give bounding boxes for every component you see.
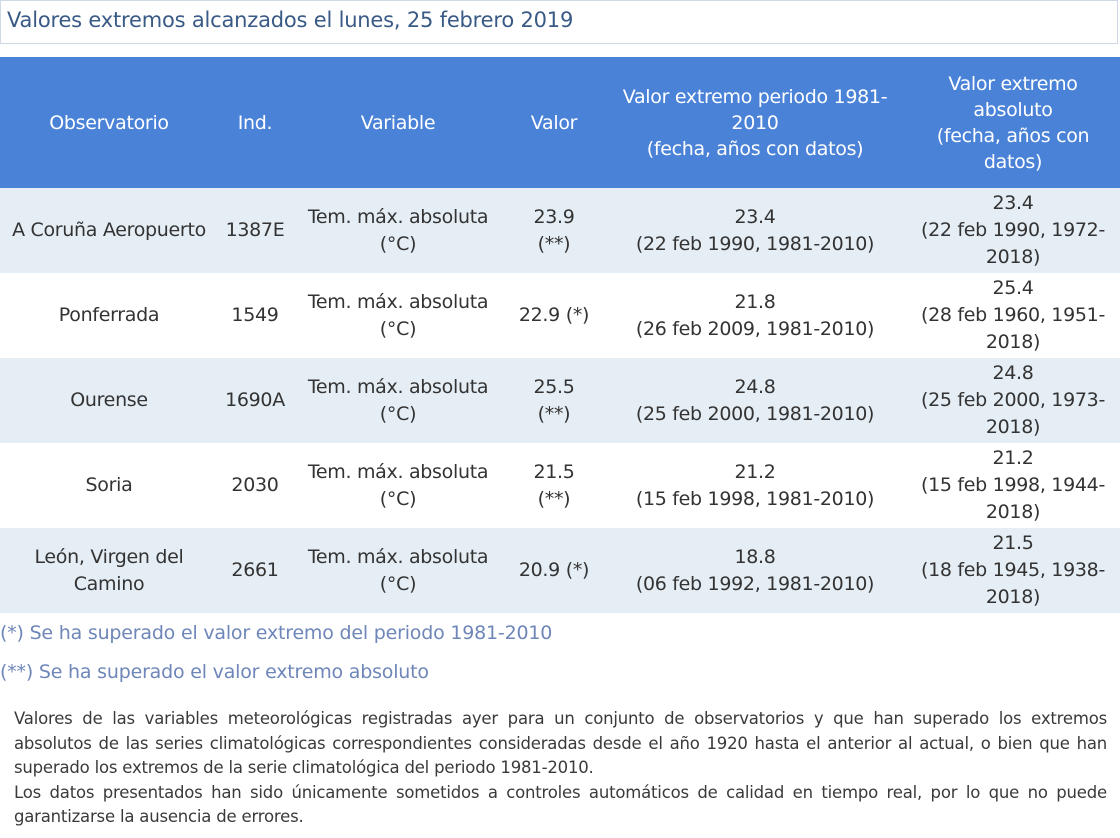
cell-text-line: (25 feb 2000, 1973-	[920, 389, 1106, 411]
cell-text-line: (**)	[537, 402, 571, 425]
cell-text-line: Tem. máx. absoluta	[307, 375, 489, 398]
cell-text-line: 24.8	[992, 362, 1034, 384]
cell-text-line: A Coruña Aeropuerto	[12, 219, 206, 241]
cell-valor: 20.9 (*)	[504, 528, 604, 613]
cell-observatorio: Soria	[0, 443, 218, 528]
cell-ind: 1690A	[218, 358, 292, 443]
cell-extremo-periodo: 18.8 (06 feb 1992, 1981-2010)	[604, 528, 906, 613]
cell-text-line: Tem. máx. absoluta	[307, 205, 489, 228]
cell-extremo-periodo: 21.8 (26 feb 2009, 1981-2010)	[604, 273, 906, 358]
table-row: Soria 2030 Tem. máx. absoluta (°C) 21.5 (**) 2…	[0, 443, 1120, 528]
cell-text-line: (06 feb 1992, 1981-2010)	[635, 572, 875, 595]
cell-text-line: 23.4	[992, 192, 1034, 214]
cell-variable: Tem. máx. absoluta (°C)	[292, 443, 504, 528]
table-row: León, Virgen del Camino 2661 Tem. máx. abso…	[0, 528, 1120, 613]
cell-extremo-absoluto: 21.2 (15 feb 1998, 1944- 2018)	[906, 443, 1120, 528]
cell-text-line: 24.8	[734, 375, 776, 398]
footnote-double-asterisk: (**) Se ha superado el valor extremo abs…	[0, 661, 429, 683]
cell-text-line: (°C)	[379, 487, 417, 510]
cell-text-line: Ourense	[70, 389, 148, 411]
cell-observatorio: A Coruña Aeropuerto	[0, 188, 218, 273]
footnote-single-asterisk: (*) Se ha superado el valor extremo del …	[0, 622, 553, 644]
cell-text-line: (15 feb 1998, 1944-	[920, 474, 1106, 496]
cell-extremo-periodo: 21.2 (15 feb 1998, 1981-2010)	[604, 443, 906, 528]
cell-extremo-periodo: 23.4 (22 feb 1990, 1981-2010)	[604, 188, 906, 273]
cell-extremo-absoluto: 23.4 (22 feb 1990, 1972- 2018)	[906, 188, 1120, 273]
cell-valor: 23.9 (**)	[504, 188, 604, 273]
header-observatorio: Observatorio	[0, 57, 218, 188]
cell-extremo-absoluto: 25.4 (28 feb 1960, 1951- 2018)	[906, 273, 1120, 358]
cell-ind: 1549	[218, 273, 292, 358]
page-header: Valores extremos alcanzados el lunes, 25…	[0, 0, 1118, 44]
cell-text-line: Ponferrada	[58, 304, 160, 326]
table-header-row: Observatorio Ind. Variable Valor Valor e…	[0, 57, 1120, 188]
cell-text-line: 21.8	[734, 290, 776, 313]
cell-text-line: (25 feb 2000, 1981-2010)	[635, 402, 875, 425]
description-paragraph: Valores de las variables meteorológicas …	[14, 709, 1107, 777]
header-ind: Ind.	[218, 57, 292, 188]
cell-text-line: (28 feb 1960, 1951-	[920, 304, 1106, 326]
cell-text-line: Tem. máx. absoluta	[307, 460, 489, 483]
cell-text-line: 23.9	[533, 205, 575, 228]
page-title: Valores extremos alcanzados el lunes, 25…	[7, 8, 574, 32]
cell-text-line: (22 feb 1990, 1981-2010)	[635, 232, 875, 255]
cell-observatorio: Ponferrada	[0, 273, 218, 358]
cell-observatorio: León, Virgen del Camino	[0, 528, 218, 613]
cell-text-line: (**)	[537, 232, 571, 255]
header-valor: Valor	[504, 57, 604, 188]
table-row: A Coruña Aeropuerto 1387E Tem. máx. absolu…	[0, 188, 1120, 273]
cell-variable: Tem. máx. absoluta (°C)	[292, 358, 504, 443]
header-extremo-periodo: Valor extremo periodo 1981- 2010 (fecha,…	[604, 57, 906, 188]
cell-text-line: 2018)	[985, 246, 1041, 268]
cell-valor: 21.5 (**)	[504, 443, 604, 528]
cell-text-line: 2018)	[985, 331, 1041, 353]
cell-text-line: (**)	[537, 487, 571, 510]
cell-valor: 25.5 (**)	[504, 358, 604, 443]
cell-text-line: (15 feb 1998, 1981-2010)	[635, 487, 875, 510]
cell-text-line: 20.9 (*)	[518, 559, 590, 581]
cell-text-line: (°C)	[379, 317, 417, 340]
cell-extremo-absoluto: 21.5 (18 feb 1945, 1938- 2018)	[906, 528, 1120, 613]
cell-text-line: (°C)	[379, 232, 417, 255]
cell-text-line: 21.5	[533, 460, 575, 483]
cell-variable: Tem. máx. absoluta (°C)	[292, 528, 504, 613]
cell-text-line: 2018)	[985, 416, 1041, 438]
extremes-table: Observatorio Ind. Variable Valor Valor e…	[0, 57, 1120, 613]
cell-text-line: 18.8	[734, 545, 776, 568]
cell-text-line: 25.5	[533, 375, 575, 398]
cell-text-line: 23.4	[734, 205, 776, 228]
cell-extremo-absoluto: 24.8 (25 feb 2000, 1973- 2018)	[906, 358, 1120, 443]
cell-text-line: (°C)	[379, 402, 417, 425]
cell-text-line: Camino	[73, 572, 145, 595]
cell-text-line: 2018)	[985, 586, 1041, 608]
description-paragraph: Los datos presentados han sido únicament…	[14, 782, 1107, 827]
cell-extremo-periodo: 24.8 (25 feb 2000, 1981-2010)	[604, 358, 906, 443]
cell-text-line: (26 feb 2009, 1981-2010)	[635, 317, 875, 340]
cell-ind: 2030	[218, 443, 292, 528]
cell-variable: Tem. máx. absoluta (°C)	[292, 273, 504, 358]
description-text: Valores de las variables meteorológicas …	[14, 707, 1107, 830]
cell-text-line: 25.4	[992, 277, 1034, 299]
cell-text-line: León, Virgen del	[34, 545, 184, 568]
cell-text-line: Soria	[85, 474, 133, 496]
cell-text-line: 21.2	[734, 460, 776, 483]
table-row: Ponferrada 1549 Tem. máx. absoluta (°C) 22.9…	[0, 273, 1120, 358]
cell-observatorio: Ourense	[0, 358, 218, 443]
cell-ind: 1387E	[218, 188, 292, 273]
cell-text-line: 22.9 (*)	[518, 304, 590, 326]
cell-text-line: (22 feb 1990, 1972-	[920, 219, 1106, 241]
header-variable: Variable	[292, 57, 504, 188]
cell-text-line: Tem. máx. absoluta	[307, 545, 489, 568]
cell-text-line: 2018)	[985, 501, 1041, 523]
cell-text-line: (°C)	[379, 572, 417, 595]
cell-variable: Tem. máx. absoluta (°C)	[292, 188, 504, 273]
table-row: Ourense 1690A Tem. máx. absoluta (°C) 25.5 (*…	[0, 358, 1120, 443]
cell-text-line: Tem. máx. absoluta	[307, 290, 489, 313]
cell-ind: 2661	[218, 528, 292, 613]
cell-text-line: 21.5	[992, 532, 1034, 554]
cell-valor: 22.9 (*)	[504, 273, 604, 358]
cell-text-line: 21.2	[992, 447, 1034, 469]
cell-text-line: (18 feb 1945, 1938-	[920, 559, 1106, 581]
header-extremo-absoluto: Valor extremo absoluto (fecha, años con …	[906, 57, 1120, 188]
